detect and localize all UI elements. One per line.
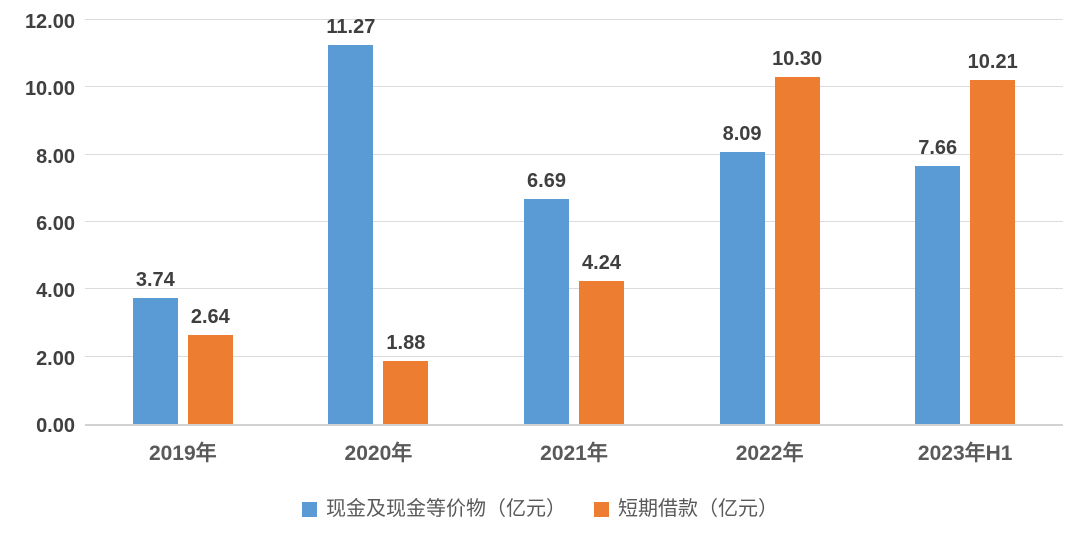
gridline [85, 288, 1063, 290]
x-axis-category-label: 2022年 [735, 442, 804, 465]
bar-value-label: 10.30 [772, 48, 823, 71]
legend-item: 现金及现金等价物（亿元） [302, 497, 566, 521]
x-axis-category-label: 2021年 [540, 442, 608, 465]
bar-value-label: 11.27 [326, 15, 376, 38]
gridline [85, 221, 1063, 222]
y-axis-tick-label: 0.00 [36, 415, 75, 437]
gridline [85, 19, 1063, 20]
bar-series-1-cat-3 [774, 77, 820, 424]
y-axis-tick-label: 10.00 [24, 78, 75, 101]
bar-series-1-cat-0 [187, 335, 233, 424]
bar-series-0-cat-2 [524, 198, 569, 424]
bar-series-0-cat-4 [915, 166, 961, 424]
y-axis-tick-label: 8.00 [36, 145, 75, 168]
y-axis-tick-label: 4.00 [36, 280, 75, 303]
y-axis-tick-label: 2.00 [36, 347, 75, 370]
bar-value-label: 3.74 [135, 269, 175, 292]
gridline [85, 153, 1063, 155]
y-axis-tick-label: 6.00 [36, 213, 75, 235]
bar-series-0-cat-1 [328, 44, 374, 424]
gridline [85, 86, 1063, 88]
bar-value-label: 7.66 [918, 137, 958, 160]
bar-value-label: 1.88 [386, 331, 426, 354]
plot-area: 3.74 2.64 11.27 1.88 6.69 4.24 8.09 10.30 7.66 10… [85, 17, 1063, 426]
legend-swatch [302, 501, 317, 517]
legend-swatch [594, 501, 609, 517]
x-axis-category-label: 2019年 [148, 442, 217, 465]
bar-value-label: 2.64 [190, 306, 230, 329]
legend-label: 现金及现金等价物（亿元） [326, 498, 566, 520]
bar-series-1-cat-4 [970, 80, 1016, 424]
legend: 现金及现金等价物（亿元） 短期借款（亿元） [0, 497, 1080, 521]
bar-series-0-cat-0 [132, 298, 178, 424]
bar-series-1-cat-2 [579, 281, 624, 424]
bar-value-label: 8.09 [722, 122, 762, 145]
bar-value-label: 10.21 [967, 51, 1018, 74]
y-axis-tick-label: 12.00 [24, 11, 75, 33]
bar-value-label: 6.69 [527, 169, 566, 192]
bar-value-label: 4.24 [582, 252, 621, 275]
x-axis-category-label: 2020年 [344, 442, 413, 465]
bar-series-0-cat-3 [719, 151, 765, 424]
legend-label: 短期借款（亿元） [618, 498, 778, 520]
bar-series-1-cat-1 [383, 360, 429, 424]
x-axis-category-label: 2023年H1 [917, 442, 1013, 465]
legend-item: 短期借款（亿元） [594, 497, 778, 521]
gridline [85, 355, 1063, 357]
